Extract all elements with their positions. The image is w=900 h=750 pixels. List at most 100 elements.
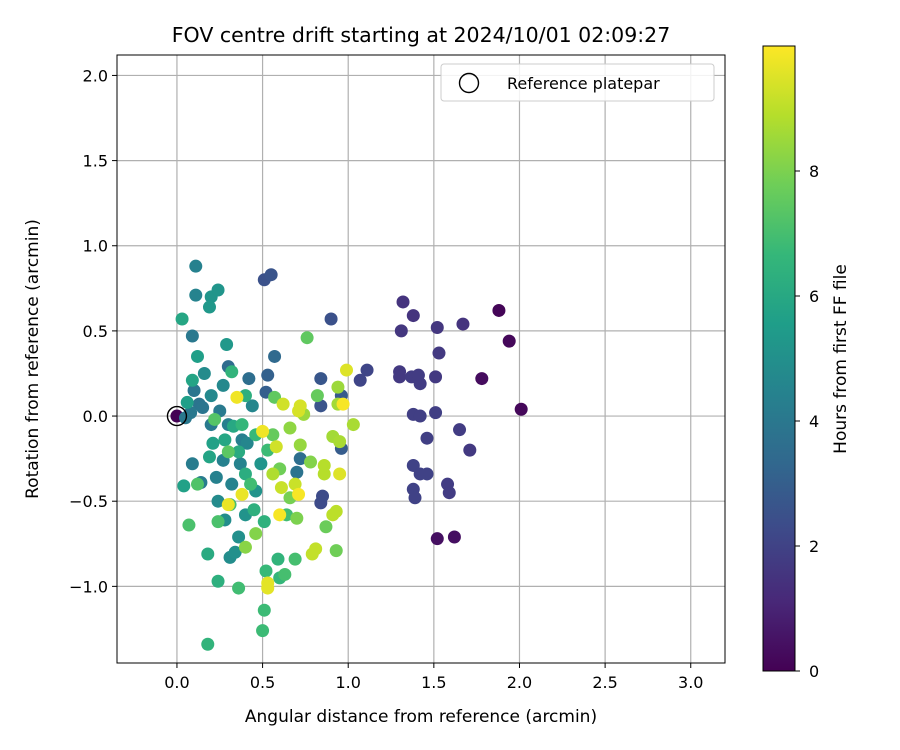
- legend-label: Reference platepar: [507, 74, 660, 93]
- data-point: [429, 370, 443, 384]
- data-point: [276, 397, 290, 411]
- data-point: [290, 465, 304, 479]
- data-point: [269, 440, 283, 454]
- data-point: [333, 435, 347, 449]
- data-point: [430, 532, 444, 546]
- data-point: [204, 389, 218, 403]
- data-point: [305, 547, 319, 561]
- colorbar-tick-label: 2: [809, 537, 819, 556]
- x-tick-label: 1.0: [335, 673, 360, 692]
- data-point: [502, 334, 516, 348]
- plot-frame: [116, 54, 726, 664]
- data-point: [206, 436, 220, 450]
- data-point: [283, 421, 297, 435]
- x-tick-label: 1.5: [421, 673, 446, 692]
- data-point: [432, 346, 446, 360]
- data-point: [456, 317, 470, 331]
- data-point: [221, 445, 235, 459]
- data-point: [339, 363, 353, 377]
- data-point: [180, 395, 194, 409]
- data-point: [228, 545, 242, 559]
- data-point: [266, 467, 280, 481]
- data-point: [209, 470, 223, 484]
- legend-box: [440, 63, 715, 102]
- y-axis-label: Rotation from reference (arcmin): [23, 219, 43, 499]
- data-point: [393, 370, 407, 384]
- x-tick-label: 2.0: [507, 673, 532, 692]
- data-point: [202, 450, 216, 464]
- data-point: [216, 378, 230, 392]
- data-point: [420, 431, 434, 445]
- data-point: [242, 372, 256, 386]
- data-point: [197, 366, 211, 380]
- data-point: [211, 574, 225, 588]
- data-point: [324, 312, 338, 326]
- data-point: [314, 399, 328, 413]
- data-point: [442, 486, 456, 500]
- data-point: [233, 457, 247, 471]
- data-point: [278, 567, 292, 581]
- data-point: [221, 498, 235, 512]
- data-point: [292, 487, 306, 501]
- data-point: [185, 457, 199, 471]
- data-point: [201, 547, 215, 561]
- colorbar-tick-label: 8: [809, 162, 819, 181]
- x-axis-ticks: 0.0 0.5 1.0 1.5 2.0 2.5 3.0: [164, 663, 703, 692]
- data-point: [238, 467, 252, 481]
- reference-marker: [166, 405, 188, 427]
- data-point: [245, 399, 259, 413]
- data-point: [314, 496, 328, 510]
- data-point: [346, 418, 360, 432]
- data-point: [331, 380, 345, 394]
- data-point: [247, 503, 261, 517]
- x-tick-label: 3.0: [678, 673, 703, 692]
- data-point: [185, 329, 199, 343]
- data-point: [396, 295, 410, 309]
- data-point: [300, 331, 314, 345]
- data-point: [261, 581, 275, 595]
- y-tick-label: −1.0: [69, 577, 108, 596]
- data-point: [268, 349, 282, 363]
- y-tick-label: −0.5: [69, 492, 108, 511]
- data-point: [293, 399, 307, 413]
- colorbar-label: Hours from first FF file: [831, 264, 851, 454]
- chart-title: FOV centre drift starting at 2024/10/01 …: [172, 23, 671, 47]
- data-point: [336, 397, 350, 411]
- data-point: [257, 603, 271, 617]
- x-tick-label: 2.5: [592, 673, 617, 692]
- data-point: [182, 518, 196, 532]
- data-point: [264, 268, 278, 282]
- data-point: [196, 401, 210, 415]
- data-point: [189, 259, 203, 273]
- data-point: [225, 477, 239, 491]
- colorbar: 0 2 4 6 8 Hours from first FF file: [762, 45, 851, 681]
- data-point: [187, 384, 201, 398]
- data-point: [429, 406, 443, 420]
- colorbar-tick-label: 4: [809, 412, 819, 431]
- data-point: [211, 283, 225, 297]
- data-point: [492, 303, 506, 317]
- x-axis-label: Angular distance from reference (arcmin): [245, 707, 597, 727]
- data-point: [274, 481, 288, 495]
- data-point: [177, 479, 191, 493]
- data-point: [290, 511, 304, 525]
- data-point: [244, 477, 258, 491]
- data-point: [179, 411, 193, 425]
- data-point: [220, 338, 234, 352]
- data-point: [271, 552, 285, 566]
- data-point: [257, 515, 271, 529]
- data-point: [259, 564, 273, 578]
- data-point: [266, 428, 280, 442]
- data-point: [463, 443, 477, 457]
- data-point: [208, 412, 222, 426]
- data-point: [273, 508, 287, 522]
- data-points: [166, 259, 528, 651]
- data-point: [430, 320, 444, 334]
- y-tick-label: 2.0: [83, 66, 108, 85]
- data-point: [406, 309, 420, 323]
- data-point: [232, 581, 246, 595]
- x-tick-label: 0.0: [164, 673, 189, 692]
- data-point: [360, 363, 374, 377]
- data-point: [326, 508, 340, 522]
